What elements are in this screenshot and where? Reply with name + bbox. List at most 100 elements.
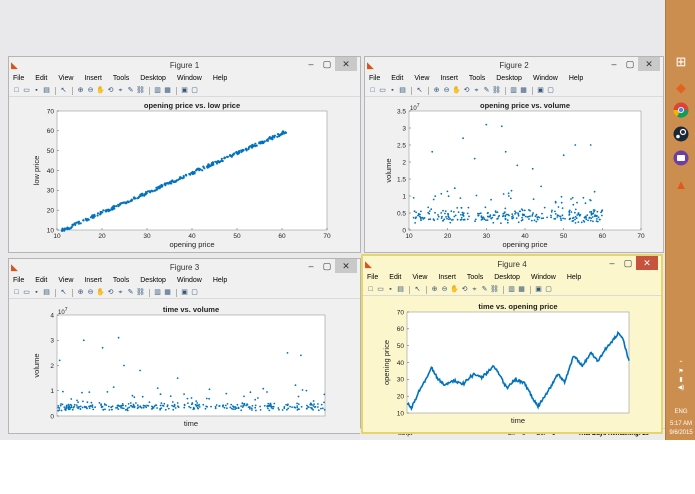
colorbar-icon[interactable]: ▥ [154, 289, 161, 296]
brush-icon[interactable]: ✎ [127, 289, 134, 296]
open-file-icon[interactable]: ▭ [23, 289, 30, 296]
windows-start-icon[interactable]: ⊞ [675, 54, 687, 69]
menu-window[interactable]: Window [532, 75, 558, 82]
link-icon[interactable]: ⛓ [136, 289, 145, 296]
maximize-icon[interactable]: ▢ [322, 260, 332, 271]
edit-pointer-icon[interactable]: ↖ [60, 87, 67, 94]
link-icon[interactable]: ⛓ [490, 286, 499, 293]
zoom-in-icon[interactable]: ⊕ [431, 286, 438, 293]
menu-desktop[interactable]: Desktop [496, 75, 522, 82]
data-cursor-icon[interactable]: ⌖ [118, 289, 123, 296]
menu-help[interactable]: Help [212, 277, 228, 284]
menu-desktop[interactable]: Desktop [494, 274, 520, 281]
link-icon[interactable]: ⛓ [136, 87, 145, 94]
data-cursor-icon[interactable]: ⌖ [118, 87, 123, 94]
open-file-icon[interactable]: ▭ [379, 87, 386, 94]
minimize-icon[interactable]: – [609, 258, 615, 268]
menu-window[interactable]: Window [530, 274, 556, 281]
figure-3-titlebar[interactable]: ◣ Figure 3 – ▢ ✕ [9, 259, 360, 275]
figure-2-titlebar[interactable]: ◣ Figure 2 – ▢ ✕ [365, 57, 663, 73]
print-icon[interactable]: ▤ [399, 87, 406, 94]
maximize-icon[interactable]: ▢ [623, 257, 633, 268]
tray-flag-icon[interactable]: ⚑ [678, 369, 684, 375]
matlab-orange-icon[interactable]: ◆ [676, 80, 686, 95]
edit-pointer-icon[interactable]: ↖ [416, 87, 423, 94]
menu-insert[interactable]: Insert [440, 75, 458, 82]
print-icon[interactable]: ▤ [43, 289, 50, 296]
minimize-icon[interactable]: – [308, 261, 314, 271]
menu-insert[interactable]: Insert [438, 274, 456, 281]
menu-edit[interactable]: Edit [389, 274, 402, 281]
tray-language[interactable]: ENG [674, 409, 688, 415]
rotate-icon[interactable]: ⟲ [107, 87, 114, 94]
tray-time[interactable]: 5:17 AM [669, 421, 692, 427]
steam-icon[interactable] [669, 122, 693, 146]
hide-plot-tools-icon[interactable]: ▣ [535, 286, 542, 293]
legend-icon[interactable]: ▦ [518, 286, 525, 293]
figure-4-titlebar[interactable]: ◣ Figure 4 – ▢ ✕ [363, 256, 661, 272]
zoom-in-icon[interactable]: ⊕ [433, 87, 440, 94]
menu-edit[interactable]: Edit [35, 277, 48, 284]
legend-icon[interactable]: ▦ [164, 87, 171, 94]
menu-view[interactable]: View [414, 75, 430, 82]
maximize-icon[interactable]: ▢ [322, 58, 332, 69]
colorbar-icon[interactable]: ▥ [154, 87, 161, 94]
new-figure-icon[interactable]: □ [368, 286, 373, 293]
save-icon[interactable]: ▪ [389, 286, 392, 293]
figure-4-window[interactable]: ◣ Figure 4 – ▢ ✕ File Edit View Insert T… [361, 254, 663, 434]
link-icon[interactable]: ⛓ [492, 87, 501, 94]
colorbar-icon[interactable]: ▥ [510, 87, 517, 94]
tray-date[interactable]: 9/6/2015 [669, 430, 693, 436]
print-icon[interactable]: ▤ [43, 87, 50, 94]
menu-window[interactable]: Window [176, 75, 202, 82]
maximize-icon[interactable]: ▢ [625, 58, 635, 69]
zoom-out-icon[interactable]: ⊖ [87, 87, 94, 94]
minimize-icon[interactable]: – [308, 59, 314, 69]
brush-icon[interactable]: ✎ [481, 286, 488, 293]
menu-window[interactable]: Window [176, 277, 202, 284]
menu-desktop[interactable]: Desktop [140, 75, 166, 82]
hide-plot-tools-icon[interactable]: ▣ [181, 289, 188, 296]
brush-icon[interactable]: ✎ [483, 87, 490, 94]
menu-file[interactable]: File [13, 277, 25, 284]
menu-tools[interactable]: Tools [112, 277, 130, 284]
figure-2-window[interactable]: ◣ Figure 2 – ▢ ✕ File Edit View Insert T… [364, 56, 664, 253]
pan-icon[interactable]: ✋ [450, 286, 459, 293]
menu-tools[interactable]: Tools [468, 75, 486, 82]
show-plot-tools-icon[interactable]: ▢ [547, 87, 554, 94]
menu-help[interactable]: Help [568, 75, 584, 82]
zoom-out-icon[interactable]: ⊖ [443, 87, 450, 94]
edit-pointer-icon[interactable]: ↖ [414, 286, 421, 293]
close-icon[interactable]: ✕ [335, 259, 357, 273]
tray-volume-icon[interactable]: ◀) [677, 385, 685, 391]
menu-help[interactable]: Help [566, 274, 582, 281]
menu-view[interactable]: View [58, 75, 74, 82]
rotate-icon[interactable]: ⟲ [463, 87, 470, 94]
rotate-icon[interactable]: ⟲ [107, 289, 114, 296]
pan-icon[interactable]: ✋ [96, 289, 105, 296]
figure-1-titlebar[interactable]: ◣ Figure 1 – ▢ ✕ [9, 57, 360, 73]
menu-insert[interactable]: Insert [84, 75, 102, 82]
rotate-icon[interactable]: ⟲ [461, 286, 468, 293]
new-figure-icon[interactable]: □ [14, 289, 19, 296]
zoom-in-icon[interactable]: ⊕ [77, 87, 84, 94]
menu-file[interactable]: File [13, 75, 25, 82]
menu-help[interactable]: Help [212, 75, 228, 82]
show-plot-tools-icon[interactable]: ▢ [191, 87, 198, 94]
tray-network-icon[interactable]: ▮ [679, 377, 683, 383]
open-file-icon[interactable]: ▭ [377, 286, 384, 293]
menu-edit[interactable]: Edit [391, 75, 404, 82]
menu-tools[interactable]: Tools [112, 75, 130, 82]
save-icon[interactable]: ▪ [35, 87, 38, 94]
data-cursor-icon[interactable]: ⌖ [472, 286, 477, 293]
figure-1-window[interactable]: ◣ Figure 1 – ▢ ✕ File Edit View Insert T… [8, 56, 361, 253]
save-icon[interactable]: ▪ [391, 87, 394, 94]
new-figure-icon[interactable]: □ [14, 87, 19, 94]
close-icon[interactable]: ✕ [636, 256, 658, 270]
purple-app-icon[interactable] [669, 146, 693, 170]
menu-file[interactable]: File [369, 75, 381, 82]
print-icon[interactable]: ▤ [397, 286, 404, 293]
brush-icon[interactable]: ✎ [127, 87, 134, 94]
pan-icon[interactable]: ✋ [96, 87, 105, 94]
close-icon[interactable]: ✕ [638, 57, 660, 71]
